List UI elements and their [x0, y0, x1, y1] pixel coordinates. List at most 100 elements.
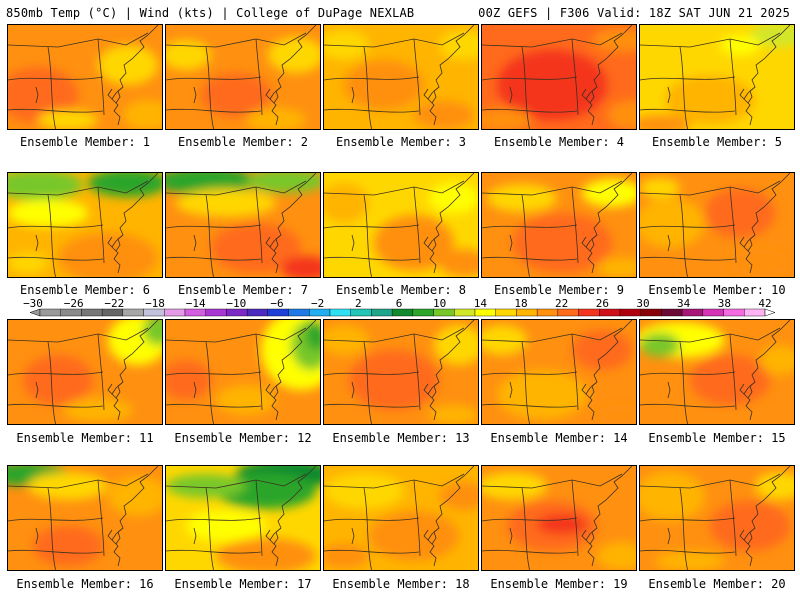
temperature-region [216, 538, 316, 570]
state-boundary [324, 403, 420, 408]
colorbar-swatch [412, 308, 434, 317]
ensemble-member-map [323, 319, 479, 425]
state-boundary [571, 479, 579, 557]
state-boundary [679, 46, 689, 129]
temperature-field [640, 25, 794, 129]
temperature-field [324, 466, 478, 570]
coastline [743, 173, 791, 274]
ensemble-member-label: Ensemble Member: 8 [335, 283, 467, 297]
state-boundary [107, 234, 124, 252]
state-boundary [8, 224, 104, 229]
colorbar-swatch [495, 308, 517, 317]
colorbar-swatch [702, 308, 724, 317]
temperature-region [324, 183, 369, 223]
state-boundary [363, 194, 373, 277]
ensemble-member-map [323, 172, 479, 278]
state-boundary [679, 341, 689, 424]
ensemble-member-map [7, 172, 163, 278]
temperature-region [216, 385, 276, 415]
temperature-region [482, 325, 527, 355]
ensemble-member-map [165, 172, 321, 278]
colorbar-tick-label: −2 [311, 297, 324, 310]
temperature-region [597, 542, 636, 570]
ensemble-member-label: Ensemble Member: 14 [490, 431, 628, 445]
coastline [427, 320, 475, 421]
state-boundary [35, 86, 39, 104]
temperature-field [166, 173, 320, 277]
state-boundary [423, 234, 440, 252]
state-boundary [265, 86, 282, 104]
state-boundary [8, 108, 104, 113]
state-boundary [640, 403, 736, 408]
colorbar-tick-label: 18 [514, 297, 527, 310]
temperature-region [482, 108, 532, 129]
ensemble-member-map [165, 465, 321, 571]
state-boundary [351, 234, 355, 252]
state-boundary [509, 86, 513, 104]
temperature-region [640, 115, 690, 129]
state-boundary [571, 38, 579, 116]
temperature-region [8, 173, 83, 200]
colorbar-swatch [371, 308, 393, 317]
state-boundary [324, 517, 420, 522]
temperature-region [23, 355, 93, 405]
colorbar-swatch [350, 308, 372, 317]
temperature-field [324, 25, 478, 129]
state-boundary [8, 371, 104, 376]
coastline [269, 466, 317, 567]
ensemble-member-label: Ensemble Member: 3 [335, 135, 467, 149]
temperature-region [33, 526, 103, 566]
map-title: 850mb Temp (°C) | Wind (kts) | College o… [6, 6, 415, 20]
temperature-region [166, 474, 246, 498]
colorbar-tick-label: 38 [718, 297, 731, 310]
state-boundary [423, 527, 440, 545]
ensemble-member-map [165, 319, 321, 425]
state-boundary [166, 371, 262, 376]
ensemble-member-map [481, 172, 637, 278]
temperature-region [482, 472, 547, 500]
temperature-region [512, 213, 612, 273]
colorbar-swatch [744, 308, 766, 317]
state-boundary [679, 194, 689, 277]
state-boundary [640, 76, 736, 81]
temperature-region [201, 73, 271, 117]
state-boundary [193, 381, 197, 399]
ensemble-member-map [481, 465, 637, 571]
temperature-region [98, 45, 158, 85]
state-boundary [47, 46, 57, 129]
temperature-region [246, 108, 306, 129]
coastline [269, 320, 317, 421]
temperature-region [143, 320, 162, 345]
temperature-field [482, 466, 636, 570]
ensemble-member-map [639, 172, 795, 278]
state-boundary [8, 403, 104, 408]
temperature-field [166, 320, 320, 424]
state-boundary [193, 234, 197, 252]
ensemble-member-map [165, 24, 321, 130]
colorbar-swatch [474, 308, 496, 317]
coastline [111, 173, 159, 274]
temperature-field [482, 173, 636, 277]
temperature-region [582, 179, 636, 207]
temperature-region [374, 215, 454, 271]
state-boundary [413, 186, 421, 264]
state-boundary [8, 76, 104, 81]
state-boundary [423, 381, 440, 399]
ensemble-member-label: Ensemble Member: 16 [16, 577, 154, 591]
temperature-field [640, 173, 794, 277]
coastline [269, 25, 317, 126]
state-boundary [255, 186, 263, 264]
temperature-field [166, 25, 320, 129]
colorbar-swatch [101, 308, 124, 317]
state-boundary [35, 234, 39, 252]
temperature-region [38, 110, 98, 129]
state-boundary [351, 527, 355, 545]
state-boundary [739, 86, 756, 104]
coastline [743, 466, 791, 567]
state-boundary [521, 487, 531, 570]
state-boundary [255, 479, 263, 557]
coastline [427, 466, 475, 567]
state-boundary [97, 479, 105, 557]
state-boundary [640, 256, 736, 261]
state-boundary [107, 86, 124, 104]
